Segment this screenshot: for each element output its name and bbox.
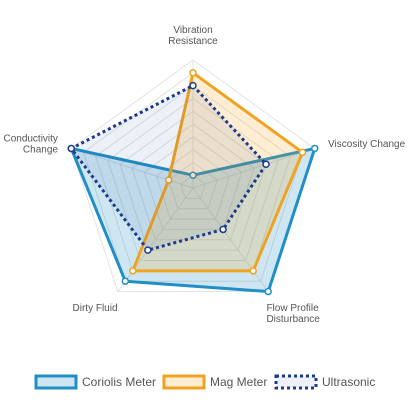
- series-group: [67, 144, 319, 296]
- series-area: [131, 71, 305, 273]
- radar-series: [67, 69, 319, 296]
- series-point: [144, 246, 152, 254]
- legend-item[interactable]: Ultrasonic: [274, 374, 375, 390]
- series-point: [298, 148, 307, 157]
- series-point: [189, 81, 197, 90]
- axis-label-line: Dirty Fluid: [73, 303, 118, 314]
- axis-label-line: Conductivity: [3, 134, 57, 145]
- axis-spoke: [117, 187, 194, 292]
- axis-label-line: Vibration: [173, 25, 212, 36]
- grid-ring: [131, 123, 255, 241]
- axis-spoke: [71, 147, 194, 189]
- radar-grid: [70, 59, 316, 293]
- legend-label: Coriolis Meter: [82, 375, 156, 389]
- grid-ring: [155, 148, 231, 220]
- series-point: [249, 267, 257, 275]
- grid-ring: [70, 59, 316, 293]
- axis-label-line: Change: [23, 145, 58, 156]
- series-group: [129, 69, 307, 275]
- series-point: [310, 144, 319, 153]
- legend-swatch: [162, 374, 206, 390]
- axis-label-line: Resistance: [168, 36, 218, 47]
- grid-ring: [168, 161, 218, 210]
- axis-label: Flow Profile Disturbance: [266, 303, 320, 325]
- legend-item[interactable]: Coriolis Meter: [34, 374, 156, 390]
- axis-labels: Vibration Resistance Viscosity Change Flow …: [3, 25, 405, 325]
- axis-label-line: Viscosity Change: [328, 139, 406, 150]
- series-point: [219, 225, 227, 234]
- series-point: [262, 160, 270, 169]
- legend-label: Mag Meter: [210, 375, 267, 389]
- legend-swatch: [34, 374, 78, 390]
- axis-spoke: [192, 147, 315, 189]
- grid-ring: [180, 174, 206, 199]
- legend-swatch: [274, 374, 318, 390]
- series-point: [189, 69, 197, 77]
- radar-spokes: [71, 60, 315, 292]
- legend: Coriolis Meter Mag Meter Ultrasonic: [34, 374, 375, 390]
- axis-label: Dirty Fluid: [73, 303, 118, 314]
- series-point: [121, 277, 130, 285]
- series-point: [164, 176, 173, 184]
- series-point: [264, 287, 272, 296]
- series-point: [129, 267, 137, 275]
- series-point: [189, 171, 197, 179]
- series-area: [69, 84, 268, 252]
- series-point: [67, 144, 76, 153]
- axis-label-line: Disturbance: [266, 314, 320, 325]
- grid-ring: [119, 110, 267, 251]
- series-area: [69, 146, 317, 294]
- legend-label: Ultrasonic: [322, 375, 375, 389]
- axis-label: Viscosity Change: [328, 139, 406, 150]
- axis-label: Conductivity Change: [3, 134, 58, 156]
- grid-ring: [107, 97, 279, 261]
- axis-label-line: Flow Profile: [266, 303, 319, 314]
- series-group: [67, 81, 270, 254]
- axis-spoke: [192, 187, 269, 292]
- legend-item[interactable]: Mag Meter: [162, 374, 267, 390]
- axis-label: Vibration Resistance: [168, 25, 218, 47]
